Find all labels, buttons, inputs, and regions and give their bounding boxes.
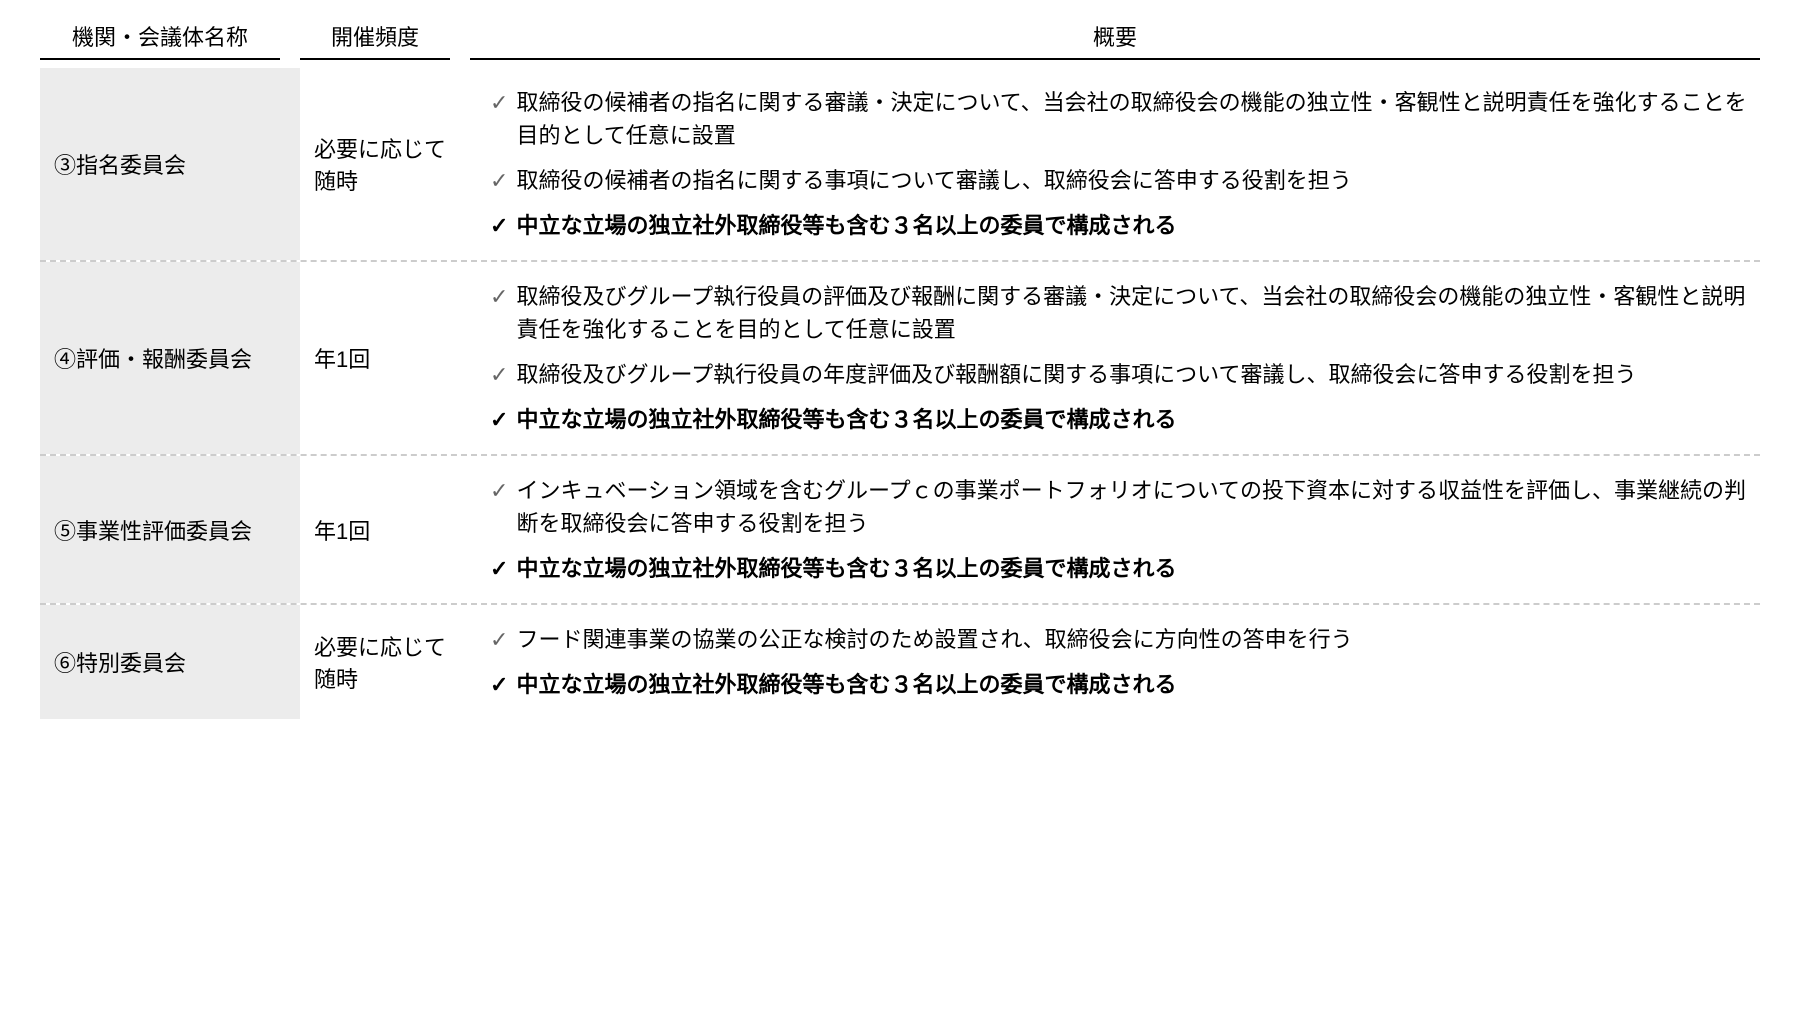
check-icon: ✓ (490, 623, 508, 656)
committee-frequency: 必要に応じて随時 (300, 114, 470, 214)
summary-text: 取締役の候補者の指名に関する審議・決定について、当会社の取締役会の機能の独立性・… (516, 86, 1750, 152)
check-icon: ✓ (490, 280, 508, 313)
committee-name: ⑤事業性評価委員会 (40, 456, 300, 603)
table-header-row: 機関・会議体名称 開催頻度 概要 (40, 20, 1760, 68)
summary-text: 中立な立場の独立社外取締役等も含む３名以上の委員で構成される (516, 403, 1176, 436)
summary-item: ✓取締役の候補者の指名に関する事項について審議し、取締役会に答申する役割を担う (490, 164, 1750, 197)
summary-text: 中立な立場の独立社外取締役等も含む３名以上の委員で構成される (516, 209, 1176, 242)
table-row: ④評価・報酬委員会年1回✓取締役及びグループ執行役員の評価及び報酬に関する審議・… (40, 262, 1760, 456)
committee-name: ⑥特別委員会 (40, 605, 300, 719)
summary-text: 取締役の候補者の指名に関する事項について審議し、取締役会に答申する役割を担う (516, 164, 1351, 197)
table-row: ⑤事業性評価委員会年1回 ✓インキュベーション領域を含むグループｃの事業ポートフォ… (40, 456, 1760, 605)
summary-item: ✓取締役の候補者の指名に関する審議・決定について、当会社の取締役会の機能の独立性… (490, 86, 1750, 152)
committee-name: ③指名委員会 (40, 68, 300, 260)
check-icon: ✓ (490, 164, 508, 197)
governance-table: 機関・会議体名称 開催頻度 概要 ③指名委員会必要に応じて随時✓取締役の候補者の… (40, 20, 1760, 719)
summary-text: 取締役及びグループ執行役員の評価及び報酬に関する審議・決定について、当会社の取締… (516, 280, 1750, 346)
summary-item: ✓取締役及びグループ執行役員の年度評価及び報酬額に関する事項について審議し、取締… (490, 358, 1750, 391)
committee-frequency: 必要に応じて随時 (300, 612, 470, 712)
summary-item: ✓取締役及びグループ執行役員の評価及び報酬に関する審議・決定について、当会社の取… (490, 280, 1750, 346)
check-icon: ✓ (490, 668, 508, 701)
table-body: ③指名委員会必要に応じて随時✓取締役の候補者の指名に関する審議・決定について、当… (40, 68, 1760, 719)
summary-text: 取締役及びグループ執行役員の年度評価及び報酬額に関する事項について審議し、取締役… (516, 358, 1636, 391)
summary-text: フード関連事業の協業の公正な検討のため設置され、取締役会に方向性の答申を行う (516, 623, 1352, 656)
table-row: ③指名委員会必要に応じて随時✓取締役の候補者の指名に関する審議・決定について、当… (40, 68, 1760, 262)
summary-item: ✓中立な立場の独立社外取締役等も含む３名以上の委員で構成される (490, 209, 1750, 242)
header-name: 機関・会議体名称 (40, 20, 280, 60)
check-icon: ✓ (490, 358, 508, 391)
check-icon: ✓ (490, 86, 508, 119)
committee-name: ④評価・報酬委員会 (40, 262, 300, 454)
committee-frequency: 年1回 (300, 324, 470, 392)
header-summary: 概要 (470, 20, 1760, 60)
summary-item: ✓フード関連事業の協業の公正な検討のため設置され、取締役会に方向性の答申を行う (490, 623, 1750, 656)
summary-item: ✓中立な立場の独立社外取締役等も含む３名以上の委員で構成される (490, 552, 1750, 585)
check-icon: ✓ (490, 403, 508, 436)
committee-summary: ✓取締役の候補者の指名に関する審議・決定について、当会社の取締役会の機能の独立性… (470, 68, 1760, 260)
check-icon: ✓ (490, 552, 508, 585)
summary-item: ✓インキュベーション領域を含むグループｃの事業ポートフォリオについての投下資本に… (490, 474, 1750, 540)
committee-summary: ✓インキュベーション領域を含むグループｃの事業ポートフォリオについての投下資本に… (470, 456, 1760, 603)
summary-text: インキュベーション領域を含むグループｃの事業ポートフォリオについての投下資本に対… (516, 474, 1750, 540)
table-row: ⑥特別委員会必要に応じて随時✓フード関連事業の協業の公正な検討のため設置され、取… (40, 605, 1760, 719)
summary-text: 中立な立場の独立社外取締役等も含む３名以上の委員で構成される (516, 552, 1176, 585)
summary-item: ✓中立な立場の独立社外取締役等も含む３名以上の委員で構成される (490, 668, 1750, 701)
check-icon: ✓ (490, 209, 508, 242)
summary-text: 中立な立場の独立社外取締役等も含む３名以上の委員で構成される (516, 668, 1176, 701)
header-frequency: 開催頻度 (300, 20, 450, 60)
committee-frequency: 年1回 (300, 496, 470, 564)
summary-item: ✓中立な立場の独立社外取締役等も含む３名以上の委員で構成される (490, 403, 1750, 436)
committee-summary: ✓フード関連事業の協業の公正な検討のため設置され、取締役会に方向性の答申を行う✓… (470, 605, 1760, 719)
check-icon: ✓ (490, 474, 508, 507)
committee-summary: ✓取締役及びグループ執行役員の評価及び報酬に関する審議・決定について、当会社の取… (470, 262, 1760, 454)
